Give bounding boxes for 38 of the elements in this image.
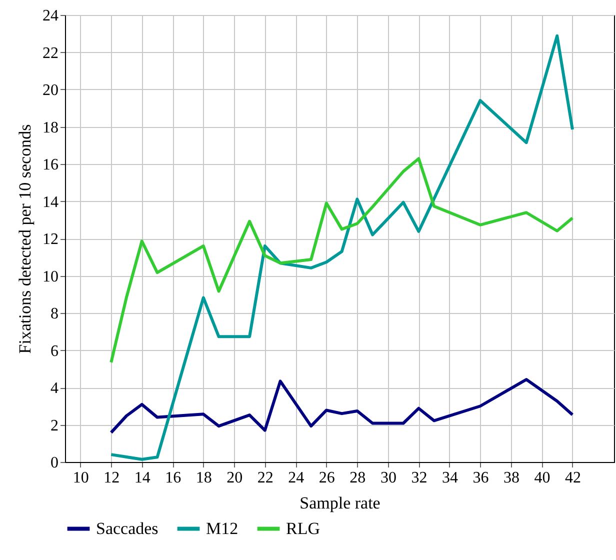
x-tick-label: 12 <box>104 470 120 486</box>
x-tick-label: 26 <box>318 470 335 486</box>
x-tick-label: 34 <box>442 470 458 486</box>
y-tick-label: 4 <box>50 380 58 397</box>
x-tick-label: 36 <box>472 470 489 486</box>
y-tick-label: 10 <box>42 268 58 286</box>
y-tick-label: 0 <box>50 454 58 472</box>
line-series <box>110 378 574 434</box>
legend-label: Saccades <box>96 518 158 538</box>
x-tick-label: 40 <box>534 470 550 486</box>
y-tick-label: 16 <box>42 156 58 174</box>
x-tick-label: 18 <box>196 470 212 486</box>
line-series <box>110 34 574 461</box>
x-tick-label: 20 <box>226 470 243 486</box>
y-tick-label: 12 <box>42 231 58 248</box>
x-tick-label: 38 <box>503 470 520 486</box>
x-tick-label: 24 <box>288 470 304 486</box>
x-axis-title: Sample rate <box>300 494 380 512</box>
y-tick-label: 14 <box>42 194 58 211</box>
x-tick-label: 42 <box>564 470 581 486</box>
y-tick-label: 24 <box>42 8 58 24</box>
y-tick-label: 6 <box>50 342 58 360</box>
y-tick-label: 18 <box>42 119 58 136</box>
line-series <box>110 157 574 364</box>
legend-label: M12 <box>206 518 238 538</box>
y-tick-label: 22 <box>42 44 58 62</box>
y-tick-label: 2 <box>50 417 58 434</box>
y-tick-label: 20 <box>42 82 58 99</box>
legend-label: RLG <box>286 518 320 538</box>
x-tick-label: 32 <box>411 470 428 486</box>
x-tick-label: 22 <box>257 470 274 486</box>
x-tick-label: 30 <box>380 470 396 486</box>
y-tick-label: 8 <box>50 306 58 322</box>
x-tick-label: 28 <box>350 470 366 486</box>
x-tick-label: 10 <box>72 470 89 486</box>
x-tick-label: 14 <box>134 470 150 486</box>
x-tick-label: 16 <box>165 470 182 486</box>
y-axis-title: Fixations detected per 10 seconds <box>16 124 34 354</box>
